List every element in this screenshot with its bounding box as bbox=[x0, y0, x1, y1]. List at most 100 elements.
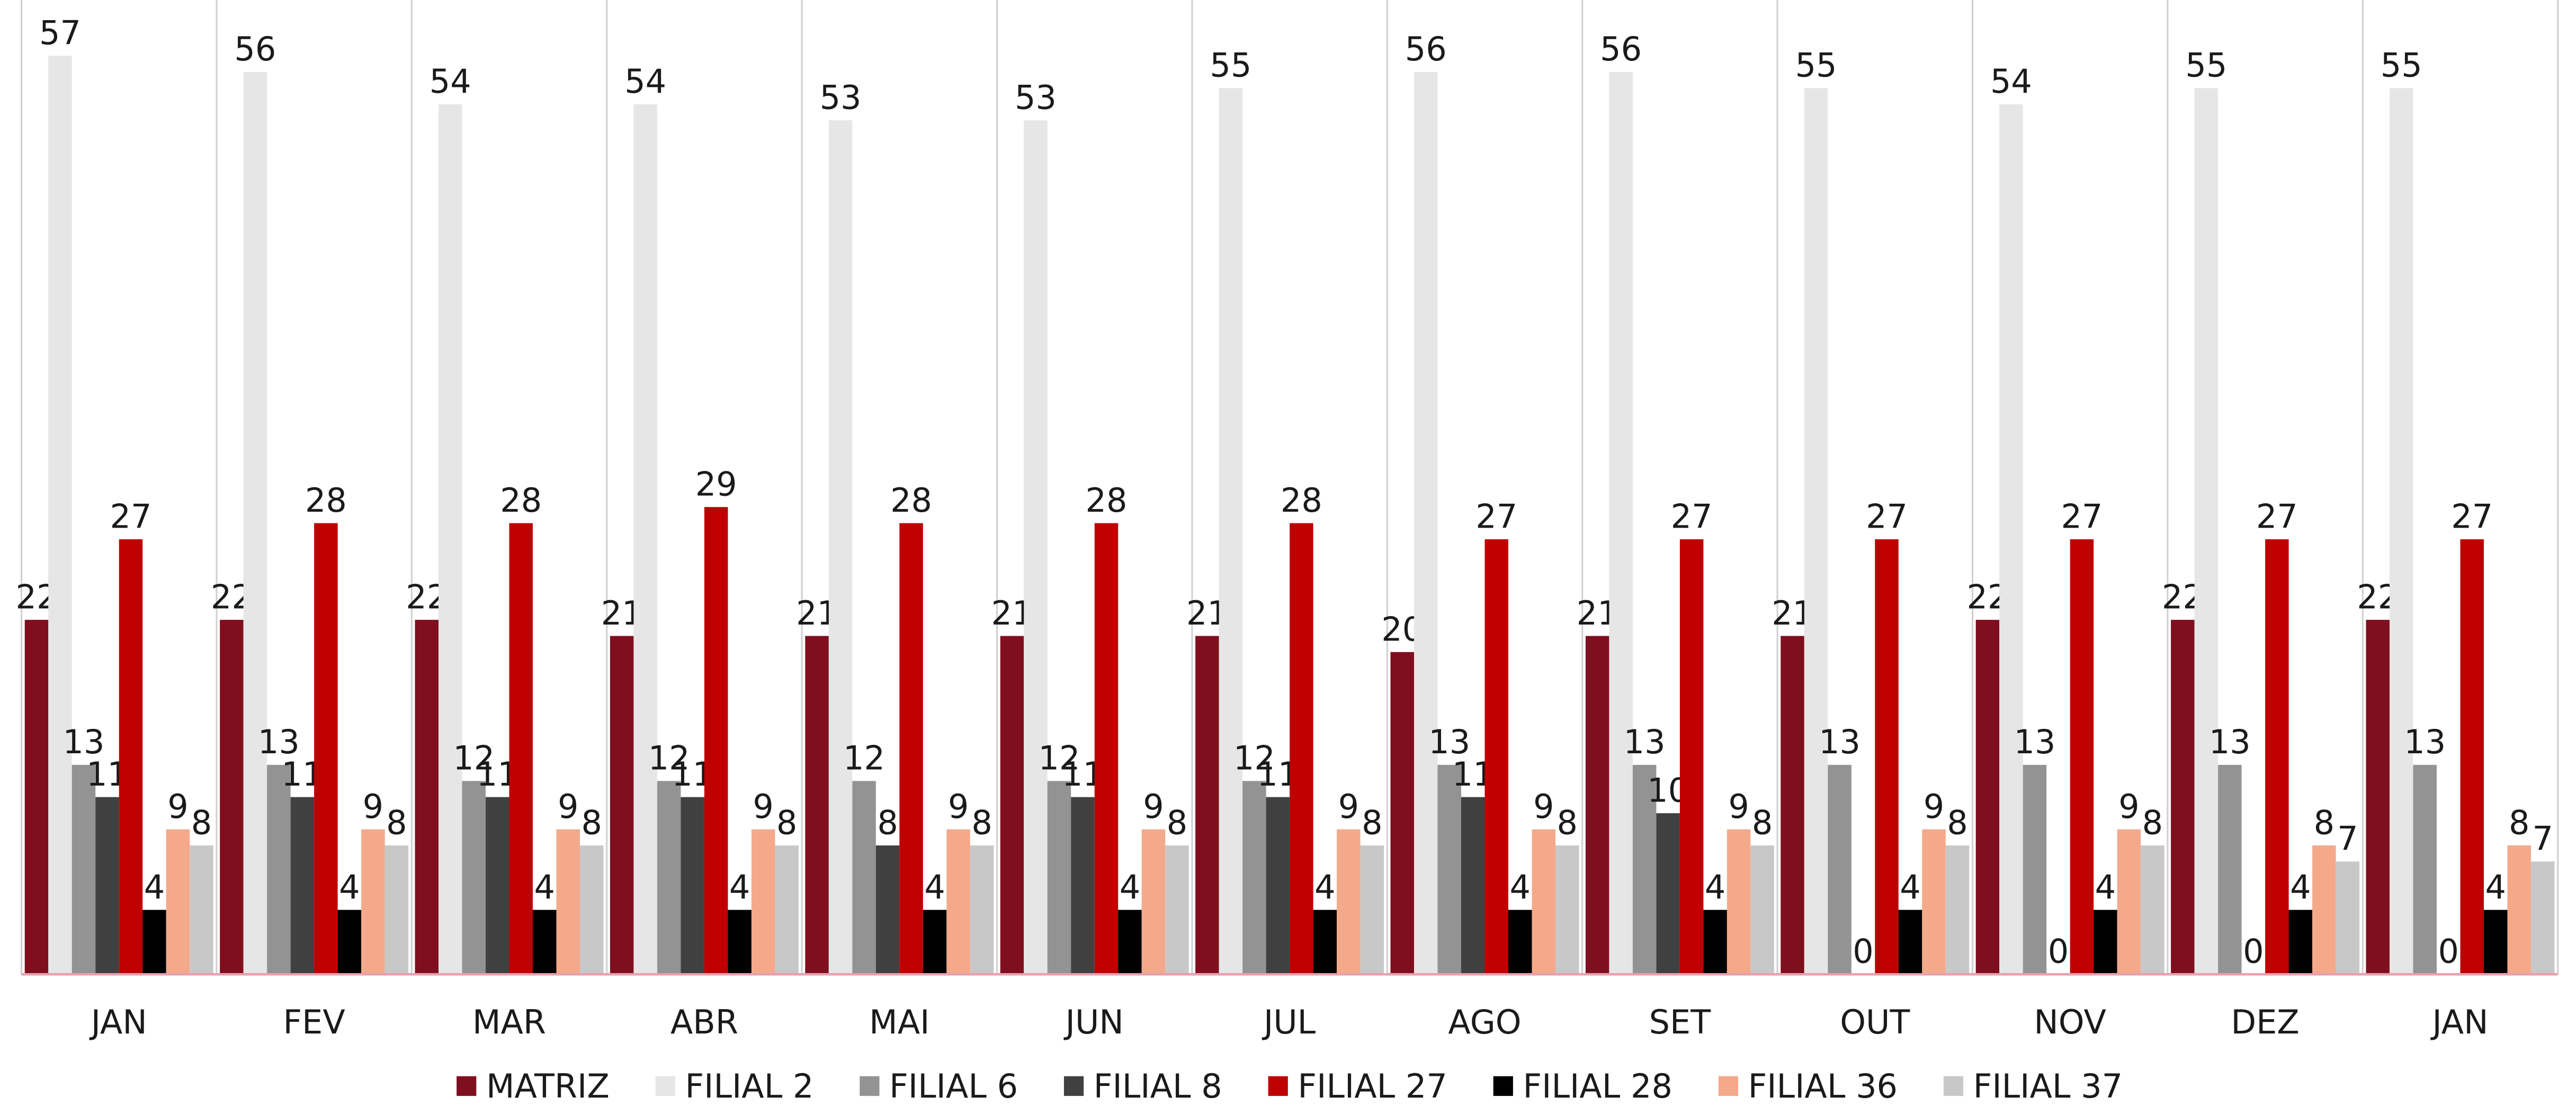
bar bbox=[24, 620, 49, 975]
bar bbox=[704, 507, 728, 975]
bar bbox=[970, 845, 994, 975]
data-label: 27 bbox=[1671, 497, 1713, 536]
data-label: 27 bbox=[1866, 497, 1908, 536]
bar bbox=[556, 829, 580, 975]
bar bbox=[2171, 620, 2195, 975]
bar bbox=[1975, 620, 2000, 975]
legend-swatch bbox=[1268, 1076, 1288, 1096]
bar bbox=[2070, 539, 2094, 975]
data-label: 4 bbox=[924, 868, 945, 906]
bar bbox=[533, 910, 557, 975]
data-label: 13 bbox=[1819, 723, 1861, 761]
data-label: 53 bbox=[820, 78, 862, 117]
bar bbox=[415, 620, 439, 975]
bar bbox=[1679, 539, 1704, 975]
bar bbox=[610, 636, 634, 975]
bar bbox=[1141, 829, 1166, 975]
data-label: 55 bbox=[2381, 46, 2422, 85]
bar bbox=[1266, 797, 1290, 975]
bar bbox=[2141, 845, 2164, 975]
legend-label: FILIAL 36 bbox=[1748, 1067, 1898, 1106]
legend-swatch bbox=[1493, 1076, 1513, 1096]
data-label: 13 bbox=[258, 723, 300, 761]
bar bbox=[580, 845, 604, 975]
data-label: 8 bbox=[877, 803, 898, 842]
data-label: 4 bbox=[2095, 868, 2116, 906]
bar bbox=[1828, 764, 1851, 975]
data-label: 54 bbox=[624, 62, 666, 101]
x-tick-label: JUL bbox=[1262, 1003, 1316, 1041]
bar bbox=[852, 781, 876, 975]
bar bbox=[728, 910, 752, 975]
bar bbox=[119, 539, 143, 975]
bar bbox=[2366, 620, 2390, 975]
data-label: 9 bbox=[948, 787, 969, 826]
data-label: 57 bbox=[39, 14, 81, 52]
bar bbox=[1290, 523, 1313, 975]
data-label: 56 bbox=[234, 30, 276, 68]
bar bbox=[1750, 845, 1774, 975]
data-label: 9 bbox=[363, 787, 383, 826]
bar bbox=[1437, 764, 1461, 975]
bar bbox=[1219, 88, 1243, 975]
bar bbox=[2023, 764, 2047, 975]
bar bbox=[946, 829, 970, 975]
bar bbox=[314, 523, 338, 975]
data-label: 12 bbox=[843, 739, 885, 778]
bar bbox=[337, 910, 362, 975]
x-tick-label: JAN bbox=[89, 1003, 147, 1041]
data-label: 4 bbox=[1900, 868, 1920, 906]
bar bbox=[2265, 539, 2289, 975]
x-tick-label: FEV bbox=[283, 1003, 345, 1041]
legend-label: MATRIZ bbox=[486, 1067, 610, 1106]
bar bbox=[95, 797, 119, 975]
bar bbox=[2117, 829, 2141, 975]
bar bbox=[1632, 764, 1657, 975]
data-label: 12 bbox=[648, 739, 690, 778]
data-label: 13 bbox=[2404, 723, 2446, 761]
bar bbox=[1337, 829, 1361, 975]
data-label: 12 bbox=[1233, 739, 1275, 778]
legend-label: FILIAL 37 bbox=[1973, 1067, 2123, 1106]
x-tick-label: SET bbox=[1649, 1003, 1712, 1041]
data-label: 0 bbox=[2438, 932, 2458, 971]
x-tick-label: MAI bbox=[869, 1003, 929, 1041]
bar bbox=[2507, 845, 2531, 975]
data-label: 8 bbox=[1167, 803, 1187, 842]
bar bbox=[2413, 764, 2437, 975]
data-label: 4 bbox=[534, 868, 555, 906]
bar bbox=[290, 797, 315, 975]
bar bbox=[1414, 72, 1438, 975]
legend-label: FILIAL 8 bbox=[1094, 1067, 1222, 1106]
bar bbox=[2336, 861, 2360, 975]
bar bbox=[243, 72, 267, 975]
data-label: 8 bbox=[2509, 803, 2529, 842]
bar bbox=[1071, 797, 1095, 975]
bar bbox=[875, 845, 900, 975]
bar bbox=[2530, 861, 2555, 975]
data-label: 4 bbox=[729, 868, 750, 906]
bar bbox=[1656, 813, 1680, 975]
bar bbox=[2288, 910, 2313, 975]
bar bbox=[899, 523, 923, 975]
bar bbox=[751, 829, 775, 975]
data-label: 29 bbox=[695, 465, 737, 503]
bar bbox=[1461, 797, 1485, 975]
data-label: 9 bbox=[2118, 787, 2139, 826]
bar bbox=[633, 104, 657, 975]
bar bbox=[1555, 845, 1579, 975]
data-label: 8 bbox=[776, 803, 797, 842]
data-label: 9 bbox=[753, 787, 773, 826]
legend-label: FILIAL 28 bbox=[1523, 1067, 1672, 1106]
data-label: 28 bbox=[1281, 481, 1322, 520]
x-tick-label: JUN bbox=[1063, 1003, 1124, 1041]
data-label: 8 bbox=[386, 803, 407, 842]
data-label: 9 bbox=[1533, 787, 1554, 826]
data-label: 55 bbox=[2185, 46, 2227, 85]
data-label: 4 bbox=[2485, 868, 2506, 906]
bar bbox=[486, 797, 509, 975]
bar bbox=[828, 120, 853, 975]
bar bbox=[1484, 539, 1508, 975]
x-tick-label: OUT bbox=[1840, 1003, 1910, 1041]
